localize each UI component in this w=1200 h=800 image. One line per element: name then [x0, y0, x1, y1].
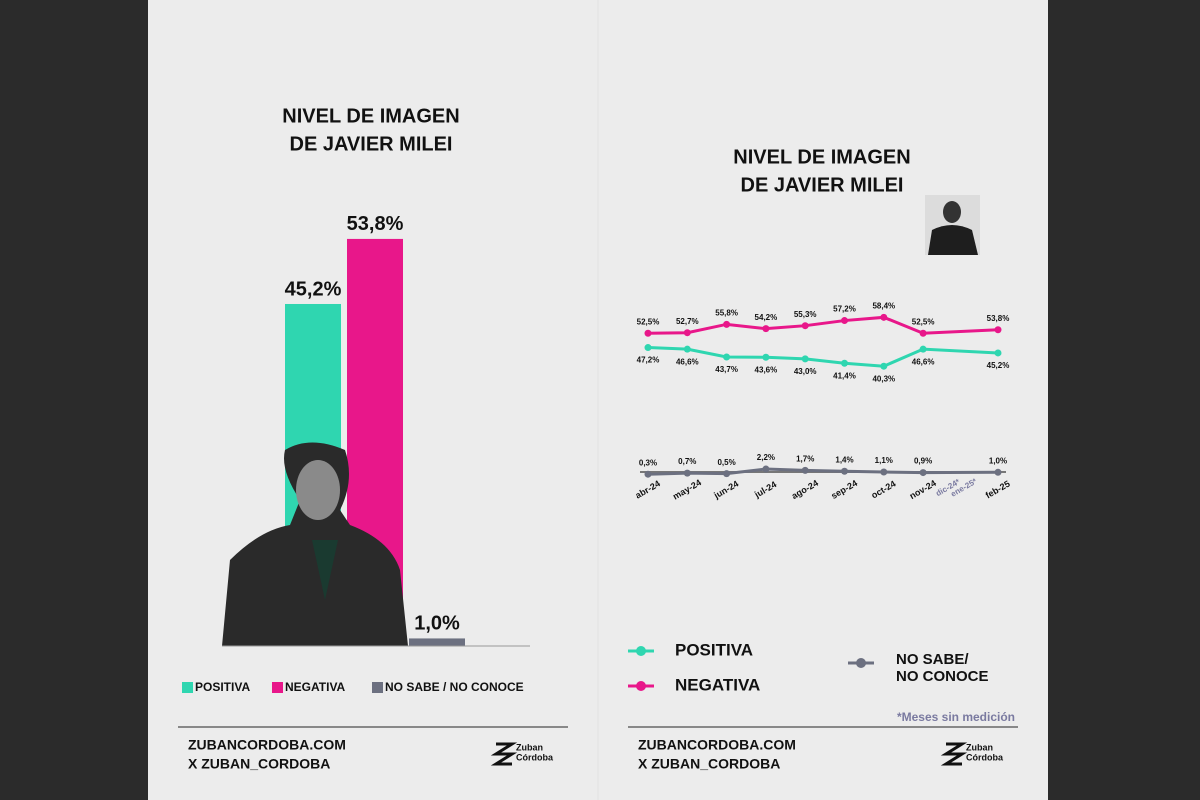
right-panel: NIVEL DE IMAGEN DE JAVIER MILEI *Meses s…	[733, 146, 1015, 724]
data-label: 45,2%	[285, 278, 342, 300]
footer-handle: X ZUBAN_CORDOBA	[188, 756, 330, 772]
logo-text: Córdoba	[516, 752, 554, 762]
legend-dot	[636, 681, 646, 691]
point	[994, 326, 1002, 334]
legend-label: NO SABE/NO CONOCE	[896, 651, 989, 685]
data-label: 0,3%	[639, 458, 657, 467]
bar	[409, 638, 465, 646]
footer-site: ZUBANCORDOBA.COM	[188, 737, 346, 753]
point	[644, 470, 652, 478]
chart-title: DE JAVIER MILEI	[290, 133, 453, 155]
data-label: 43,0%	[794, 367, 817, 376]
point	[880, 468, 888, 476]
legend-dot	[856, 658, 866, 668]
point	[841, 317, 848, 325]
legend-swatch	[272, 682, 283, 693]
data-label: 53,8%	[987, 314, 1010, 323]
point	[683, 345, 691, 353]
data-label: 53,8%	[347, 213, 404, 235]
point	[762, 353, 770, 361]
data-label: 40,3%	[872, 374, 895, 383]
legend-dot	[636, 646, 646, 656]
logo-text: Zuban	[966, 742, 993, 752]
point	[683, 329, 691, 337]
legend-label: NO SABE / NO CONOCE	[385, 680, 524, 694]
point	[644, 329, 652, 337]
point	[841, 467, 848, 475]
point	[994, 468, 1002, 476]
point	[723, 470, 731, 478]
data-label: 55,3%	[794, 310, 817, 319]
point	[723, 320, 731, 328]
data-label: 0,5%	[717, 458, 735, 467]
chart-title: NIVEL DE IMAGEN	[733, 146, 910, 168]
data-label: 2,2%	[757, 453, 775, 462]
legend-label: NEGATIVA	[285, 680, 346, 694]
point	[801, 466, 809, 474]
data-label: 1,1%	[875, 456, 893, 465]
footer-handle: X ZUBAN_CORDOBA	[638, 756, 780, 772]
point	[880, 362, 888, 370]
legend-swatch	[372, 682, 383, 693]
point	[762, 325, 770, 333]
left-panel: NIVEL DE IMAGEN DE JAVIER MILEI	[282, 105, 459, 155]
photo	[925, 195, 980, 255]
note: *Meses sin medición	[897, 710, 1015, 724]
chart-title: NIVEL DE IMAGEN	[282, 105, 459, 127]
legend-label: POSITIVA	[675, 640, 753, 659]
data-label: 1,7%	[796, 455, 814, 464]
data-label: 52,5%	[637, 317, 660, 326]
logo-text: Zuban	[516, 742, 543, 752]
data-label: 0,9%	[914, 457, 932, 466]
chart-title: DE JAVIER MILEI	[741, 174, 904, 196]
legend-label: POSITIVA	[195, 680, 250, 694]
point	[801, 355, 809, 363]
point	[762, 465, 770, 473]
data-label: 41,4%	[833, 371, 856, 380]
data-label: 57,2%	[833, 305, 856, 314]
point	[841, 359, 848, 367]
point	[644, 344, 652, 352]
data-label: 0,7%	[678, 457, 696, 466]
data-label: 54,2%	[755, 313, 778, 322]
data-label: 1,4%	[835, 455, 853, 464]
footer-site: ZUBANCORDOBA.COM	[638, 737, 796, 753]
data-label: 1,0%	[414, 613, 460, 635]
data-label: 43,6%	[755, 365, 778, 374]
point	[919, 329, 927, 337]
point	[723, 353, 731, 361]
point	[919, 345, 927, 353]
legend-swatch	[182, 682, 193, 693]
data-label: 47,2%	[637, 356, 660, 365]
data-label: 46,6%	[676, 357, 699, 366]
legend-label: NEGATIVA	[675, 675, 760, 694]
point	[880, 313, 888, 321]
data-label: 55,8%	[715, 308, 738, 317]
point	[683, 469, 691, 477]
point	[801, 322, 809, 330]
data-label: 45,2%	[987, 361, 1010, 370]
data-label: 1,0%	[989, 456, 1007, 465]
data-label: 46,6%	[912, 357, 935, 366]
logo-text: Córdoba	[966, 752, 1004, 762]
point	[994, 349, 1002, 357]
footers: ZUBANCORDOBA.COM X ZUBAN_CORDOBA ZUBANCO…	[178, 726, 1018, 772]
point	[919, 469, 927, 477]
data-label: 43,7%	[715, 365, 738, 374]
photo	[222, 442, 408, 646]
data-label: 52,7%	[676, 317, 699, 326]
logo: Zuban Córdoba Zuban Córdoba	[490, 742, 1004, 766]
data-label: 52,5%	[912, 317, 935, 326]
data-label: 58,4%	[872, 301, 895, 310]
